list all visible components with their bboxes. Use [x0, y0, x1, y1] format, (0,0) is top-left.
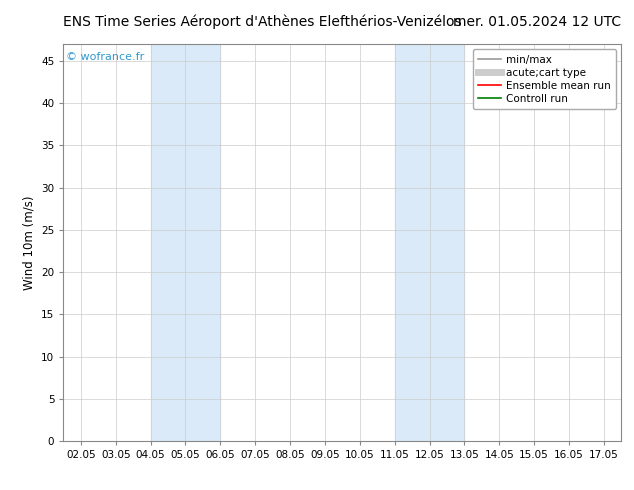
Text: ENS Time Series Aéroport d'Athènes Elefthérios-Venizélos: ENS Time Series Aéroport d'Athènes Eleft…	[63, 15, 462, 29]
Text: © wofrance.fr: © wofrance.fr	[66, 52, 145, 62]
Legend: min/max, acute;cart type, Ensemble mean run, Controll run: min/max, acute;cart type, Ensemble mean …	[473, 49, 616, 109]
Text: mer. 01.05.2024 12 UTC: mer. 01.05.2024 12 UTC	[453, 15, 621, 29]
Bar	[150, 44, 221, 441]
Y-axis label: Wind 10m (m/s): Wind 10m (m/s)	[23, 196, 36, 290]
Bar	[394, 44, 464, 441]
